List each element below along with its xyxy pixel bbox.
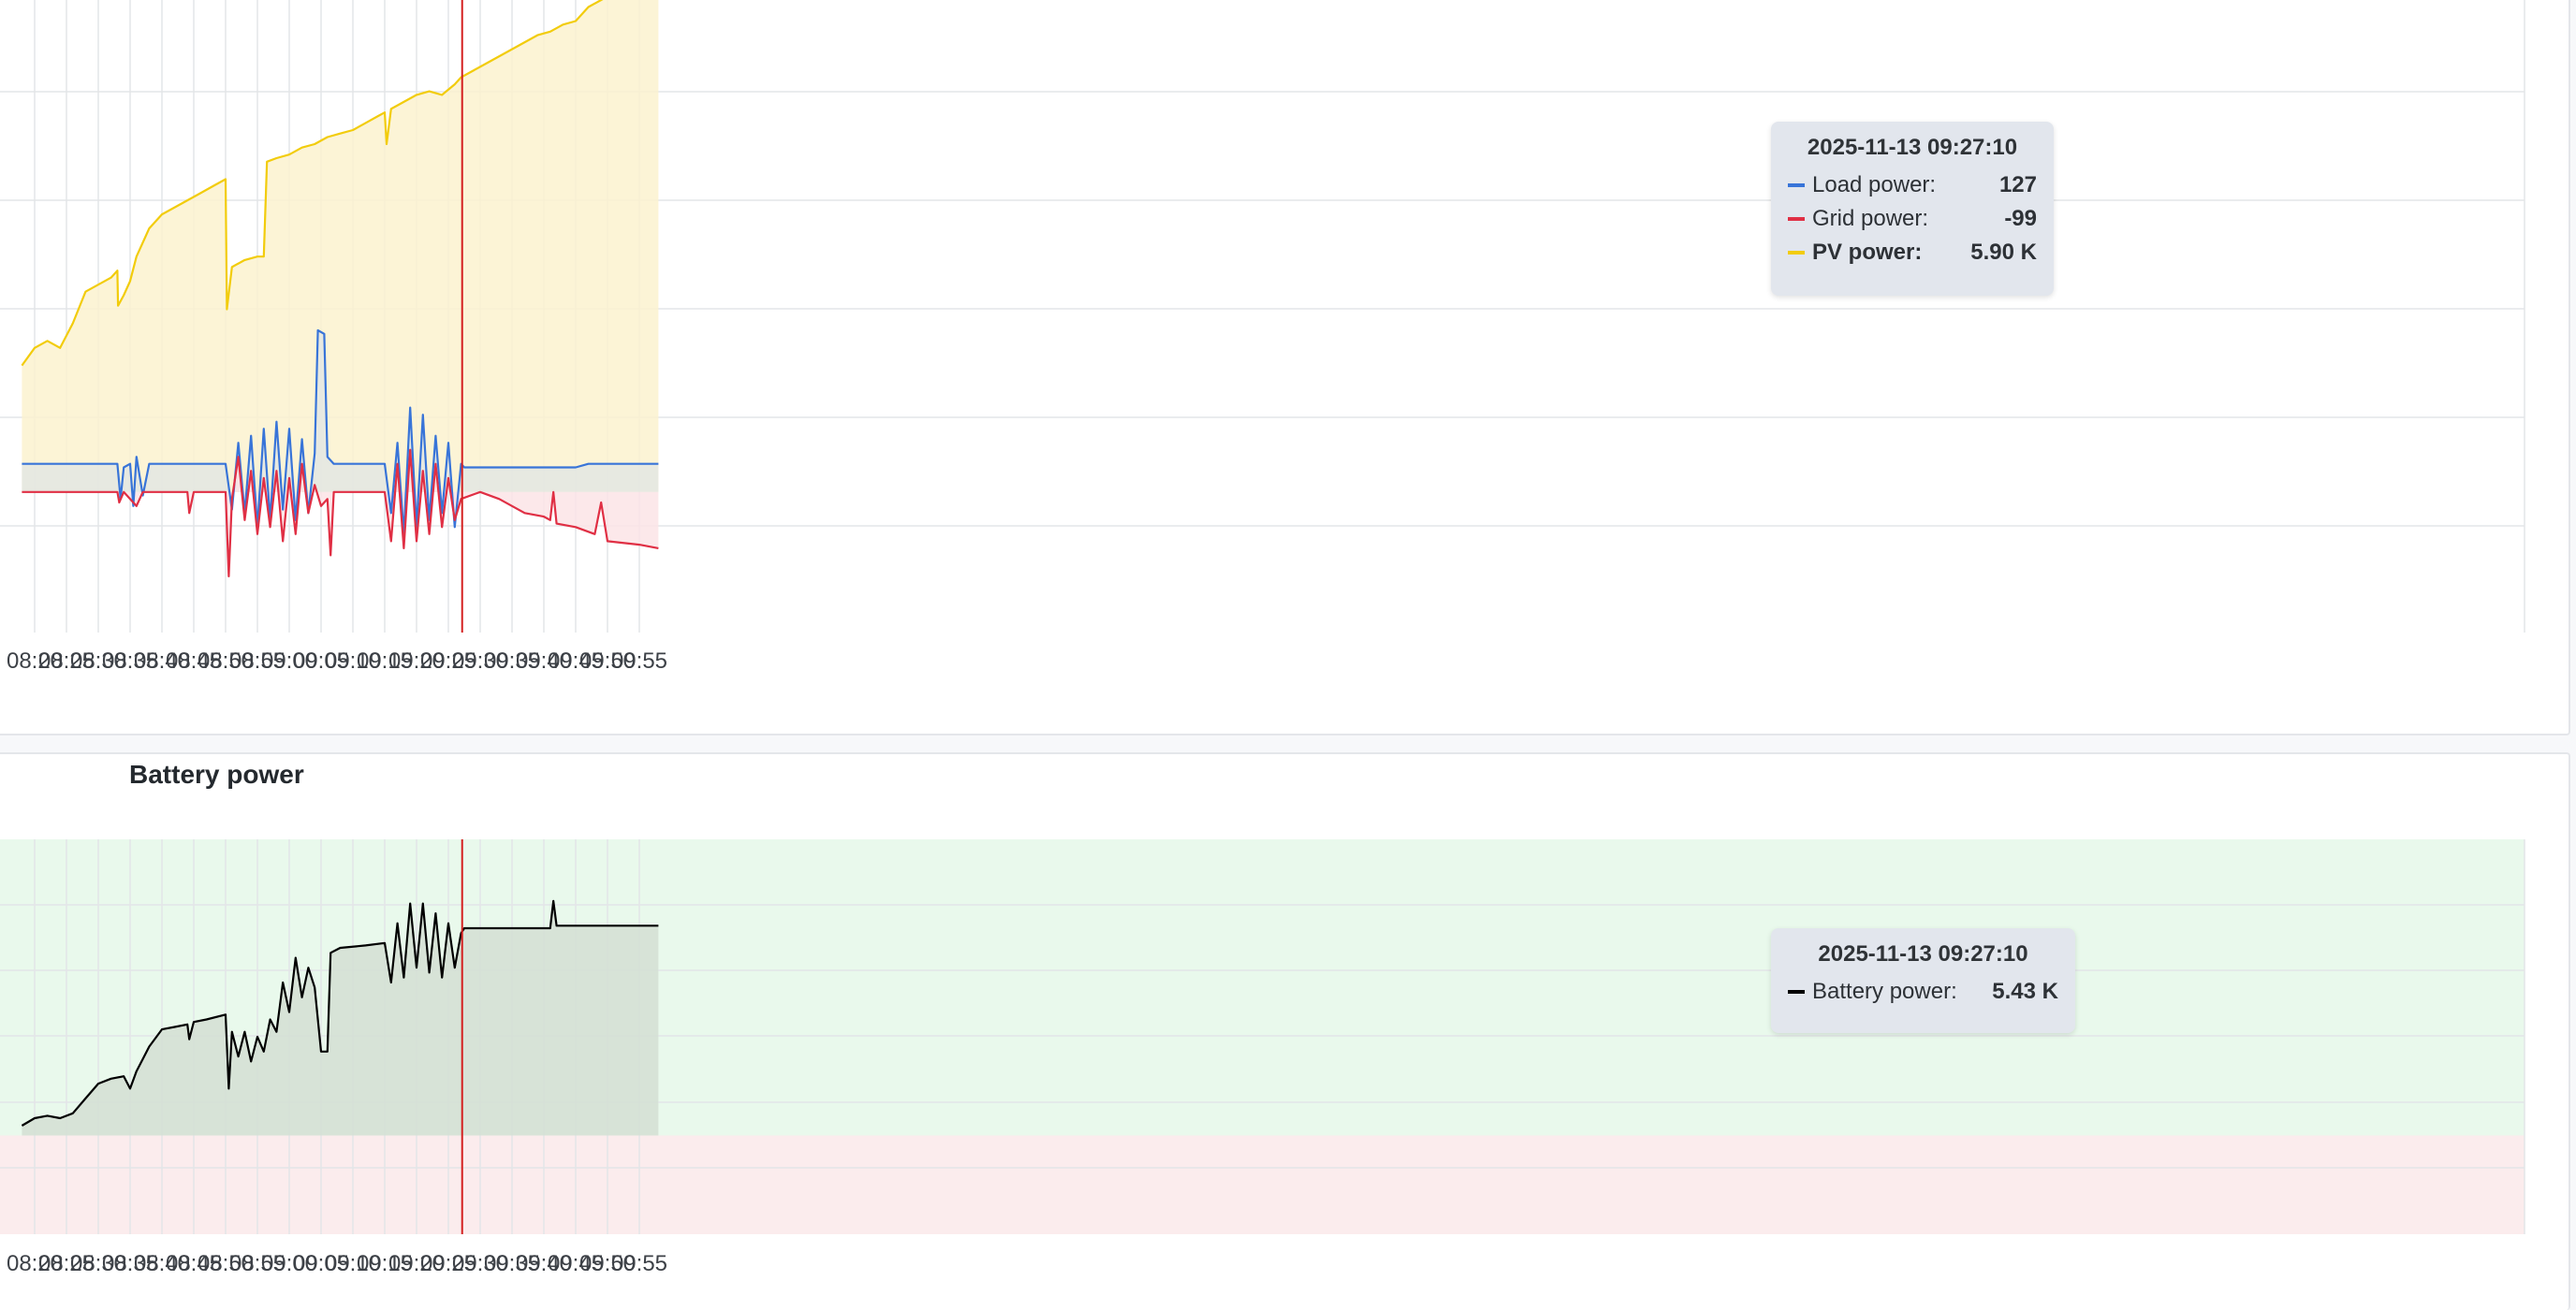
tooltip-timestamp: 2025-11-13 09:27:10: [1807, 135, 2018, 160]
x-tick-label: 08:20: [7, 648, 63, 674]
x-tick-label: 08:35: [102, 648, 158, 674]
grid-swatch: [1788, 217, 1805, 221]
x-tick-label: 08:55: [229, 648, 285, 674]
power-tooltip: 2025-11-13 09:27:10 Load power: 127 Grid…: [1771, 122, 2054, 296]
x-tick-label: 09:25: [420, 648, 476, 674]
battery-swatch: [1788, 990, 1805, 994]
load-swatch: [1788, 183, 1805, 187]
power-chart[interactable]: 08:2008:2508:3008:3508:4008:4508:5008:55…: [0, 0, 2576, 739]
tooltip-label: Battery power:: [1812, 979, 1957, 1004]
x-tick-label: 09:40: [516, 1251, 572, 1276]
x-tick-label: 09:00: [261, 648, 317, 674]
x-tick-label: 09:50: [579, 1251, 636, 1276]
tooltip-value: 5.90 K: [1970, 240, 2037, 265]
x-tick-label: 09:30: [452, 648, 508, 674]
x-tick-label: 09:55: [611, 1251, 667, 1276]
x-tick-label: 08:45: [166, 1251, 222, 1276]
tooltip-timestamp: 2025-11-13 09:27:10: [1818, 941, 2028, 967]
x-tick-label: 08:45: [166, 648, 222, 674]
x-tick-label: 08:50: [198, 1251, 254, 1276]
x-tick-label: 08:55: [229, 1251, 285, 1276]
tooltip-value: -99: [2004, 206, 2037, 231]
battery-tooltip: 2025-11-13 09:27:10 Battery power: 5.43 …: [1771, 928, 2075, 1033]
tooltip-label: Load power:: [1812, 172, 1937, 197]
threshold-region: [0, 1135, 2525, 1234]
series-line-pv-power: [21, 0, 604, 367]
x-tick-label: 08:40: [134, 648, 190, 674]
x-tick-label: 09:55: [611, 648, 667, 674]
x-tick-label: 08:30: [70, 648, 126, 674]
x-tick-label: 09:10: [325, 648, 381, 674]
x-tick-label: 08:35: [102, 1251, 158, 1276]
x-tick-label: 09:25: [420, 1251, 476, 1276]
series-fill-grid-power: [22, 449, 659, 576]
x-tick-label: 08:30: [70, 1251, 126, 1276]
tooltip-row-load: Load power: 127: [1788, 168, 2037, 202]
x-tick-label: 09:05: [293, 648, 349, 674]
tooltip-row-pv: PV power: 5.90 K: [1788, 236, 2037, 269]
panel-title-battery-power: Battery power: [129, 760, 304, 789]
x-tick-label: 08:50: [198, 648, 254, 674]
series-line-grid-power: [22, 448, 659, 577]
x-tick-label: 09:05: [293, 1251, 349, 1276]
x-tick-label: 09:15: [357, 1251, 413, 1276]
x-tick-label: 08:25: [38, 1251, 95, 1276]
x-tick-label: 08:25: [38, 648, 95, 674]
x-tick-label: 09:00: [261, 1251, 317, 1276]
x-tick-label: 09:10: [325, 1251, 381, 1276]
series-line-load-power: [22, 328, 659, 535]
tooltip-value: 5.43 K: [1992, 979, 2058, 1004]
x-tick-label: 09:35: [484, 648, 540, 674]
x-tick-label: 09:50: [579, 648, 636, 674]
series-fill-load-power: [22, 330, 659, 534]
x-tick-label: 09:15: [357, 648, 413, 674]
series-line-battery-power: [21, 899, 659, 1127]
x-tick-label: 09:45: [548, 648, 604, 674]
tooltip-label: PV power:: [1812, 240, 1923, 265]
x-tick-label: 09:20: [388, 648, 445, 674]
tooltip-row-battery: Battery power: 5.43 K: [1788, 975, 2058, 1009]
x-tick-label: 09:45: [548, 1251, 604, 1276]
tooltip-label: Grid power:: [1812, 206, 1929, 231]
tooltip-row-grid: Grid power: -99: [1788, 202, 2037, 236]
x-tick-label: 09:30: [452, 1251, 508, 1276]
x-tick-label: 09:35: [484, 1251, 540, 1276]
x-tick-label: 08:40: [134, 1251, 190, 1276]
tooltip-value: 127: [1998, 172, 2037, 197]
pv-swatch: [1788, 251, 1805, 255]
series-fill-pv-power: [22, 0, 659, 492]
x-tick-label: 09:40: [516, 648, 572, 674]
series-fill-battery-power: [22, 900, 659, 1136]
x-tick-label: 08:20: [7, 1251, 63, 1276]
x-tick-label: 09:20: [388, 1251, 445, 1276]
